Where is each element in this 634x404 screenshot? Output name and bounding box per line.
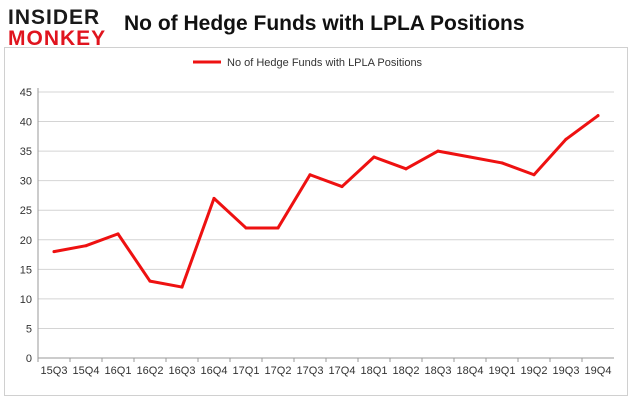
- x-tick-label: 18Q1: [361, 365, 388, 377]
- y-tick-label: 30: [20, 176, 32, 188]
- plot-border: [4, 47, 628, 396]
- x-tick-label: 19Q1: [489, 365, 516, 377]
- x-tick-label: 15Q3: [41, 365, 68, 377]
- x-tick-label: 19Q4: [585, 365, 612, 377]
- data-point: [308, 173, 312, 177]
- x-tick-label: 15Q4: [73, 365, 100, 377]
- data-point: [116, 232, 120, 236]
- data-point: [180, 285, 184, 289]
- data-point: [436, 149, 440, 153]
- data-point: [500, 161, 504, 165]
- x-tick-label: 17Q4: [329, 365, 356, 377]
- y-tick-label: 10: [20, 294, 32, 306]
- data-point: [404, 167, 408, 171]
- x-tick-label: 17Q1: [233, 365, 260, 377]
- legend-label: No of Hedge Funds with LPLA Positions: [227, 57, 423, 69]
- y-tick-label: 0: [26, 353, 32, 365]
- y-tick-label: 15: [20, 264, 32, 276]
- data-point: [532, 173, 536, 177]
- x-tick-label: 16Q2: [137, 365, 164, 377]
- y-tick-label: 20: [20, 235, 32, 247]
- x-tick-label: 16Q4: [201, 365, 228, 377]
- data-point: [564, 137, 568, 141]
- y-tick-label: 25: [20, 205, 32, 217]
- data-point: [276, 226, 280, 230]
- data-point: [84, 244, 88, 248]
- data-point: [52, 250, 56, 254]
- data-point: [340, 185, 344, 189]
- y-tick-label: 5: [26, 323, 32, 335]
- y-tick-label: 45: [20, 87, 32, 99]
- data-point: [468, 155, 472, 159]
- series-line: [52, 114, 600, 289]
- data-point: [372, 155, 376, 159]
- y-tick-label: 40: [20, 117, 32, 129]
- x-tick-label: 16Q1: [105, 365, 132, 377]
- x-tick-label: 17Q2: [265, 365, 292, 377]
- logo-line1: INSIDER: [8, 6, 101, 29]
- x-tick-label: 17Q3: [297, 365, 324, 377]
- logo-line2: MONKEY: [8, 27, 107, 50]
- data-point: [212, 196, 216, 200]
- x-tick-label: 18Q4: [457, 365, 484, 377]
- x-tick-label: 18Q3: [425, 365, 452, 377]
- x-tick-label: 19Q2: [521, 365, 548, 377]
- y-tick-label: 35: [20, 146, 32, 158]
- x-tick-label: 19Q3: [553, 365, 580, 377]
- x-tick-label: 16Q3: [169, 365, 196, 377]
- data-point: [148, 279, 152, 283]
- insider-monkey-logo: INSIDER MONKEY: [8, 6, 120, 52]
- chart-title: No of Hedge Funds with LPLA Positions: [124, 12, 525, 35]
- data-point: [596, 114, 600, 118]
- x-tick-label: 18Q2: [393, 365, 420, 377]
- data-point: [244, 226, 248, 230]
